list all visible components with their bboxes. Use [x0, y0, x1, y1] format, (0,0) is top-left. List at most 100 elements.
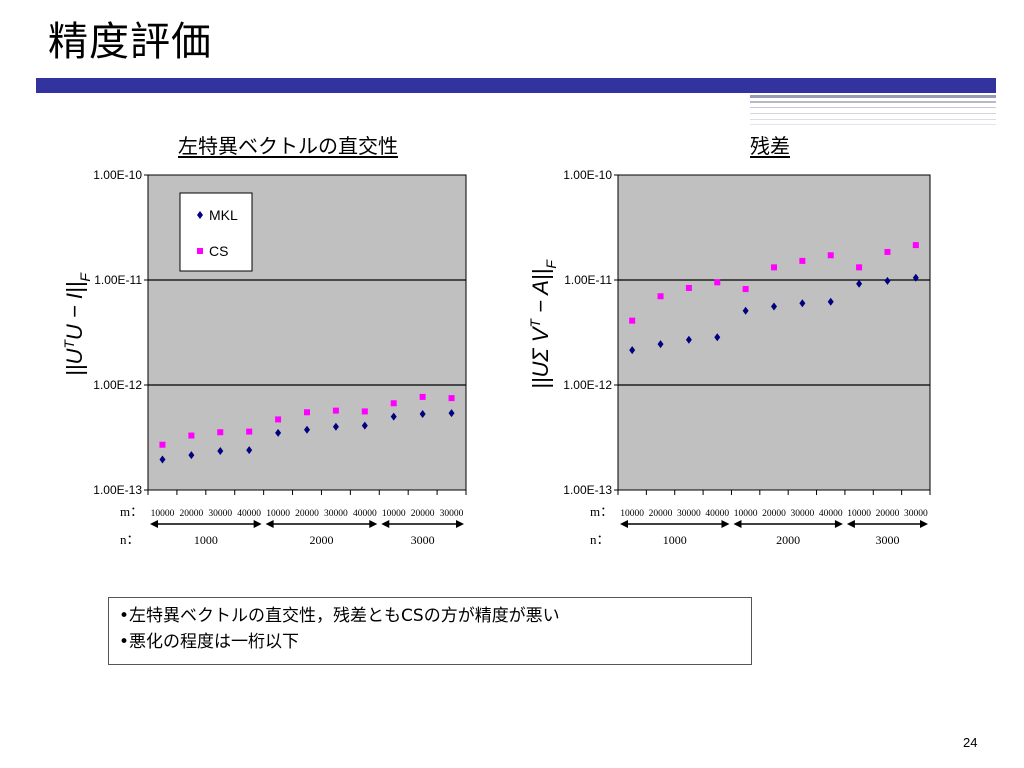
x-category-label: 30000	[677, 509, 701, 519]
x-category-label: 30000	[904, 509, 928, 519]
title-accent-bar	[36, 78, 750, 93]
n-group-arrowhead	[733, 520, 742, 528]
x-category-label: 10000	[620, 509, 644, 519]
point-cs	[159, 441, 166, 448]
n-group-arrowhead	[253, 520, 262, 528]
chart-2-plot-area	[617, 174, 931, 491]
y-tick-label: 1.00E-12	[563, 378, 612, 392]
x-category-label: 30000	[208, 509, 232, 519]
n-group-arrowhead	[834, 520, 843, 528]
point-mkl	[884, 276, 891, 285]
x-category-label: 10000	[151, 509, 175, 519]
n-group-label: 3000	[875, 533, 899, 547]
point-mkl	[912, 273, 919, 282]
point-cs	[217, 429, 224, 436]
x-category-label: 10000	[847, 509, 871, 519]
point-cs	[742, 286, 749, 293]
x-category-label: 20000	[411, 509, 435, 519]
point-mkl	[275, 428, 282, 437]
point-cs	[685, 284, 692, 291]
x-category-label: 40000	[705, 509, 729, 519]
legend-label: MKL	[209, 207, 238, 223]
m-axis-label: m：	[120, 504, 143, 519]
point-mkl	[799, 299, 806, 308]
n-axis-label: n：	[590, 532, 610, 547]
chart-1-y-axis-label: ||UTU − I||F	[61, 272, 93, 376]
page-number: 24	[963, 735, 978, 750]
summary-note-line: •左特異ベクトルの直交性，残差ともCSの方が精度が悪い	[119, 606, 560, 626]
m-axis-label: m：	[590, 504, 613, 519]
point-mkl	[714, 333, 721, 342]
n-group-arrowhead	[265, 520, 274, 528]
x-category-label: 10000	[382, 509, 406, 519]
point-mkl	[246, 446, 253, 455]
slide-title: 精度評価	[48, 19, 212, 65]
point-cs	[361, 408, 368, 415]
n-group-arrowhead	[620, 520, 628, 528]
title-accent-lines	[750, 78, 996, 126]
y-tick-label: 1.00E-13	[93, 483, 142, 497]
point-cs	[856, 264, 863, 271]
point-cs	[827, 252, 834, 259]
chart-2-title: 残差	[750, 134, 790, 158]
point-cs	[275, 416, 282, 423]
point-mkl	[217, 447, 224, 456]
y-tick-label: 1.00E-11	[94, 273, 142, 287]
point-cs	[912, 242, 919, 249]
point-mkl	[419, 409, 426, 418]
point-cs	[332, 407, 339, 414]
legend-marker	[197, 248, 203, 254]
point-mkl	[685, 335, 692, 344]
summary-note-line: •悪化の程度は一桁以下	[119, 632, 300, 652]
point-cs	[657, 293, 664, 300]
n-group-arrowhead	[381, 520, 390, 528]
point-cs	[448, 395, 455, 402]
n-group-label: 3000	[411, 533, 435, 547]
n-group-arrowhead	[721, 520, 730, 528]
point-cs	[884, 248, 891, 255]
point-mkl	[771, 302, 777, 311]
n-group-arrowhead	[150, 520, 158, 528]
point-mkl	[448, 409, 455, 418]
point-mkl	[188, 451, 195, 460]
x-category-label: 30000	[440, 509, 464, 519]
point-cs	[629, 317, 636, 324]
x-category-label: 40000	[353, 509, 377, 519]
x-category-label: 30000	[790, 509, 814, 519]
point-mkl	[629, 346, 636, 355]
point-mkl	[390, 412, 397, 421]
n-group-arrowhead	[920, 520, 928, 528]
point-mkl	[361, 421, 368, 430]
n-group-label: 1000	[663, 533, 687, 547]
x-category-label: 20000	[295, 509, 319, 519]
n-group-label: 2000	[776, 533, 800, 547]
y-tick-label: 1.00E-12	[93, 378, 142, 392]
point-cs	[419, 393, 426, 400]
x-category-label: 30000	[324, 509, 348, 519]
point-cs	[246, 428, 253, 435]
y-tick-label: 1.00E-13	[563, 483, 612, 497]
point-mkl	[827, 297, 834, 306]
n-group-label: 2000	[309, 533, 333, 547]
legend-box	[179, 192, 253, 272]
point-mkl	[742, 306, 749, 315]
x-category-label: 40000	[819, 509, 843, 519]
point-cs	[304, 409, 310, 416]
n-group-arrowhead	[369, 520, 378, 528]
x-category-label: 20000	[179, 509, 203, 519]
point-mkl	[332, 422, 339, 431]
chart-1-title: 左特異ベクトルの直交性	[178, 134, 398, 158]
point-cs	[799, 257, 806, 264]
legend-label: CS	[209, 243, 228, 259]
x-category-label: 20000	[876, 509, 900, 519]
point-cs	[390, 400, 397, 407]
n-group-arrowhead	[846, 520, 855, 528]
x-category-label: 20000	[762, 509, 786, 519]
y-tick-label: 1.00E-10	[93, 168, 142, 182]
n-group-label: 1000	[194, 533, 218, 547]
n-group-arrowhead	[456, 520, 464, 528]
point-mkl	[856, 279, 863, 288]
point-mkl	[159, 455, 166, 464]
point-cs	[714, 279, 721, 286]
